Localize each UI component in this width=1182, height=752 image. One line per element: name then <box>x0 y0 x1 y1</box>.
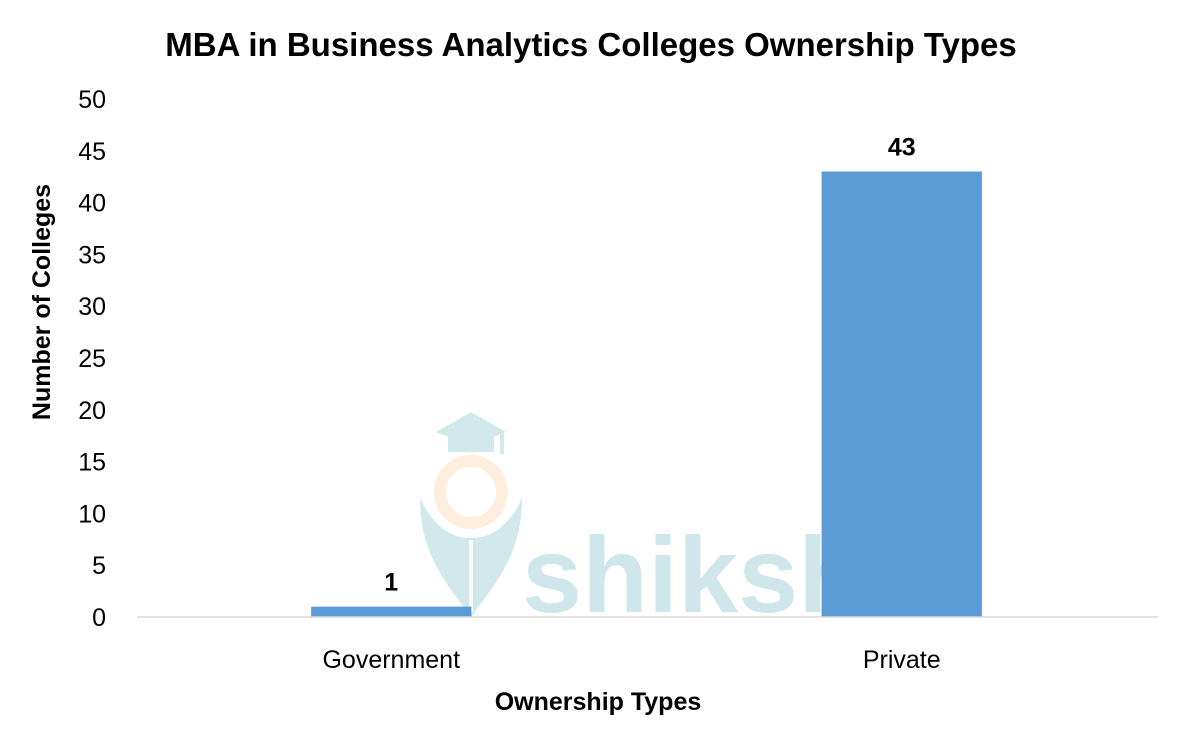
y-tick-label: 35 <box>78 241 106 269</box>
y-axis-tick-labels: 0 5 10 15 20 25 30 35 40 45 50 <box>78 86 106 632</box>
data-label-government: 1 <box>384 569 398 597</box>
y-tick-label: 25 <box>78 345 106 373</box>
chart-title: MBA in Business Analytics Colleges Owner… <box>165 26 1017 63</box>
data-labels: 1 43 <box>384 134 915 597</box>
y-tick-label: 20 <box>78 397 106 425</box>
y-tick-label: 0 <box>92 604 106 632</box>
x-tick-label-government: Government <box>322 646 460 674</box>
y-tick-label: 30 <box>78 293 106 321</box>
y-tick-label: 5 <box>92 552 106 580</box>
y-tick-label: 15 <box>78 449 106 477</box>
x-tick-label-private: Private <box>863 646 941 674</box>
x-axis-tick-labels: Government Private <box>322 646 940 674</box>
graduation-cap-pen-icon <box>420 412 522 618</box>
bar-government <box>311 606 472 617</box>
bar-private <box>821 171 982 617</box>
x-axis-title: Ownership Types <box>495 688 702 716</box>
data-label-private: 43 <box>888 134 916 162</box>
y-tick-label: 10 <box>78 500 106 528</box>
bars <box>311 171 982 617</box>
y-tick-label: 50 <box>78 86 106 114</box>
y-axis-title: Number of Colleges <box>28 184 56 420</box>
y-tick-label: 40 <box>78 190 106 218</box>
y-tick-label: 45 <box>78 138 106 166</box>
